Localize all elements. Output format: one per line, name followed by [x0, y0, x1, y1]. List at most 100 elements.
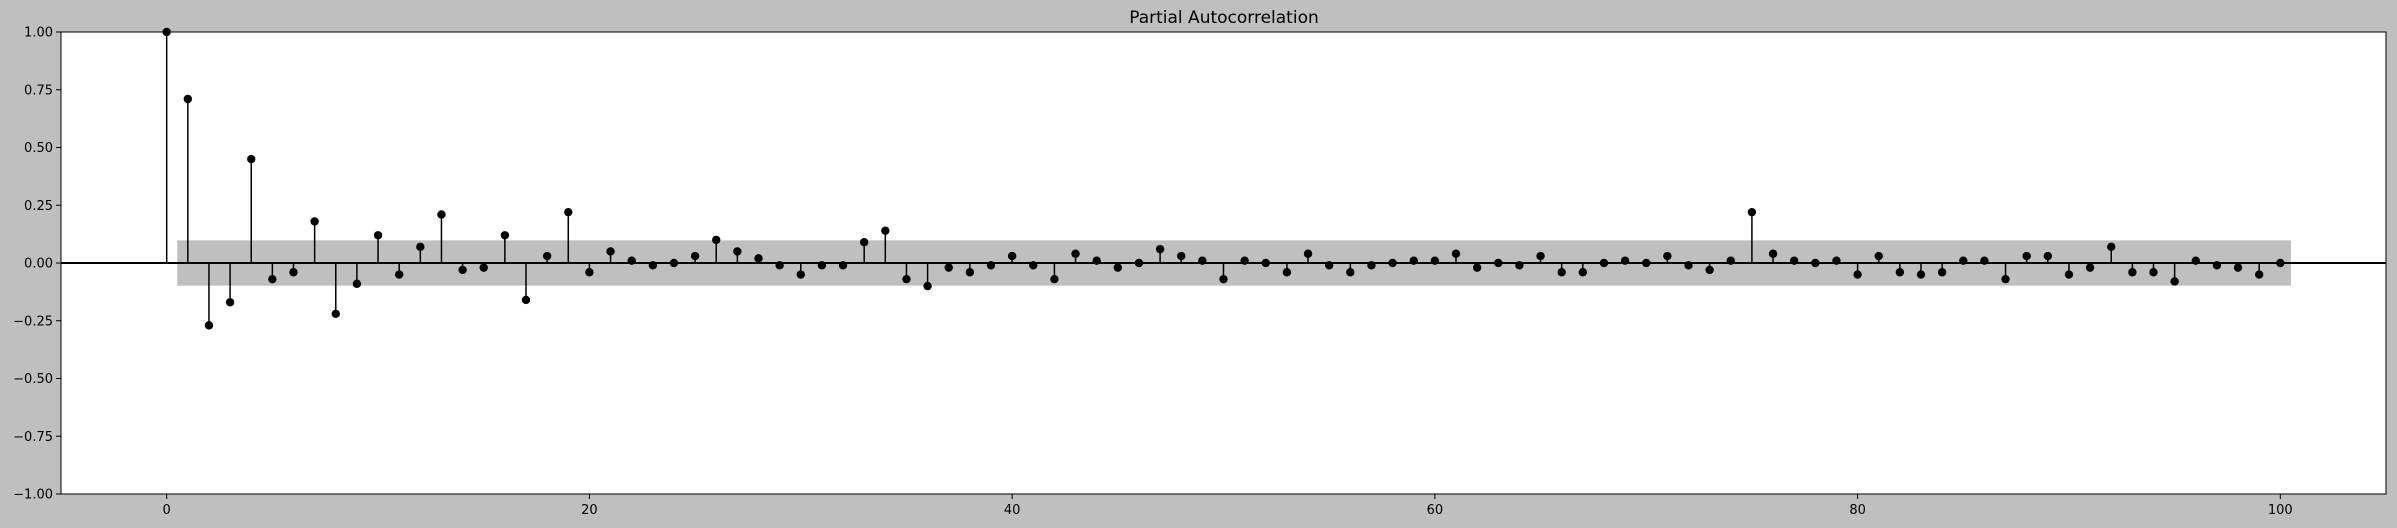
pacf-marker	[1451, 249, 1461, 258]
pacf-marker	[2170, 277, 2179, 286]
y-tick-label: 0.50	[24, 141, 53, 156]
pacf-marker	[1874, 251, 1883, 261]
x-tick-label: 60	[1427, 503, 1444, 518]
y-tick-label: −0.75	[13, 430, 53, 445]
pacf-marker	[1113, 263, 1123, 272]
pacf-marker	[2149, 268, 2158, 277]
pacf-marker	[521, 295, 531, 305]
pacf-marker	[2022, 251, 2031, 261]
pacf-marker	[648, 261, 658, 270]
pacf-marker	[416, 242, 425, 252]
y-tick-label: −0.25	[13, 314, 53, 329]
pacf-marker	[564, 207, 573, 217]
pacf-marker	[331, 309, 340, 319]
pacf-marker	[2001, 274, 2010, 284]
pacf-marker	[859, 238, 869, 247]
y-tick-label: 1.00	[24, 26, 53, 41]
pacf-marker	[500, 231, 510, 240]
pacf-marker	[2107, 242, 2116, 252]
pacf-marker	[1768, 249, 1778, 258]
pacf-marker	[1134, 258, 1144, 268]
pacf-marker	[1388, 258, 1397, 268]
pacf-marker	[2191, 256, 2200, 265]
pacf-marker	[627, 256, 636, 265]
pacf-marker	[2064, 270, 2074, 279]
y-tick-label: −0.50	[13, 372, 53, 387]
pacf-marker	[394, 270, 404, 279]
pacf-marker	[986, 261, 996, 270]
marker-layer	[162, 27, 2285, 330]
pacf-marker	[1726, 256, 1735, 265]
pacf-marker	[1642, 258, 1651, 268]
pacf-marker	[1155, 244, 1165, 254]
pacf-marker	[1599, 258, 1609, 268]
pacf-marker	[796, 270, 805, 279]
pacf-marker	[1494, 258, 1503, 268]
pacf-marker	[1050, 274, 1059, 284]
pacf-marker	[1663, 251, 1672, 261]
pacf-marker	[1959, 256, 1968, 265]
pacf-marker	[1832, 256, 1841, 265]
pacf-marker	[1789, 256, 1799, 265]
x-tick-label: 20	[581, 503, 598, 518]
pacf-marker	[838, 261, 848, 270]
pacf-marker	[479, 263, 488, 272]
pacf-marker	[1282, 268, 1292, 277]
pacf-marker	[1346, 268, 1355, 277]
pacf-marker	[965, 268, 975, 277]
pacf-marker	[733, 247, 742, 256]
x-tick-label: 40	[1004, 503, 1021, 518]
pacf-marker	[204, 321, 214, 330]
pacf-marker	[1980, 256, 1989, 265]
pacf-marker	[1578, 268, 1588, 277]
pacf-marker	[1198, 256, 1207, 265]
pacf-marker	[2276, 258, 2285, 268]
pacf-marker	[1684, 261, 1693, 270]
pacf-marker	[2254, 270, 2264, 279]
pacf-marker	[1937, 268, 1947, 277]
pacf-marker	[1557, 268, 1566, 277]
pacf-marker	[542, 251, 552, 261]
pacf-marker	[1811, 258, 1820, 268]
pacf-marker	[1007, 251, 1017, 261]
pacf-marker	[1261, 258, 1270, 268]
pacf-marker	[690, 251, 700, 261]
pacf-marker	[2212, 261, 2222, 270]
pacf-marker	[1916, 270, 1926, 279]
pacf-marker	[2128, 268, 2137, 277]
pacf-marker	[606, 247, 615, 256]
pacf-marker	[817, 261, 827, 270]
y-tick-label: 0.00	[24, 257, 53, 272]
pacf-marker	[373, 231, 383, 240]
pacf-marker	[1472, 263, 1482, 272]
pacf-marker	[268, 274, 277, 284]
pacf-marker	[1240, 256, 1249, 265]
pacf-marker	[585, 268, 594, 277]
pacf-marker	[1705, 265, 1714, 275]
pacf-marker	[1029, 261, 1038, 270]
pacf-marker	[712, 235, 721, 245]
pacf-marker	[2085, 263, 2095, 272]
pacf-marker	[183, 94, 193, 104]
pacf-marker	[1853, 270, 1862, 279]
pacf-marker	[1177, 251, 1186, 261]
pacf-marker	[1409, 256, 1418, 265]
pacf-marker	[352, 279, 362, 288]
pacf-marker	[1367, 261, 1376, 270]
pacf-marker	[944, 263, 953, 272]
pacf-marker	[310, 217, 319, 226]
pacf-marker	[1219, 274, 1228, 284]
pacf-marker	[1515, 261, 1524, 270]
x-tick-label: 80	[1849, 503, 1866, 518]
pacf-marker	[1747, 207, 1757, 217]
pacf-marker	[1324, 261, 1334, 270]
pacf-marker	[437, 210, 446, 219]
chart-title: Partial Autocorrelation	[1129, 8, 1319, 28]
pacf-marker	[2233, 263, 2243, 272]
x-axis: 0 20 40 60 80 100	[163, 494, 2293, 518]
pacf-marker	[1303, 249, 1313, 258]
pacf-marker	[1895, 268, 1905, 277]
pacf-marker	[2043, 251, 2053, 261]
pacf-marker	[669, 258, 679, 268]
